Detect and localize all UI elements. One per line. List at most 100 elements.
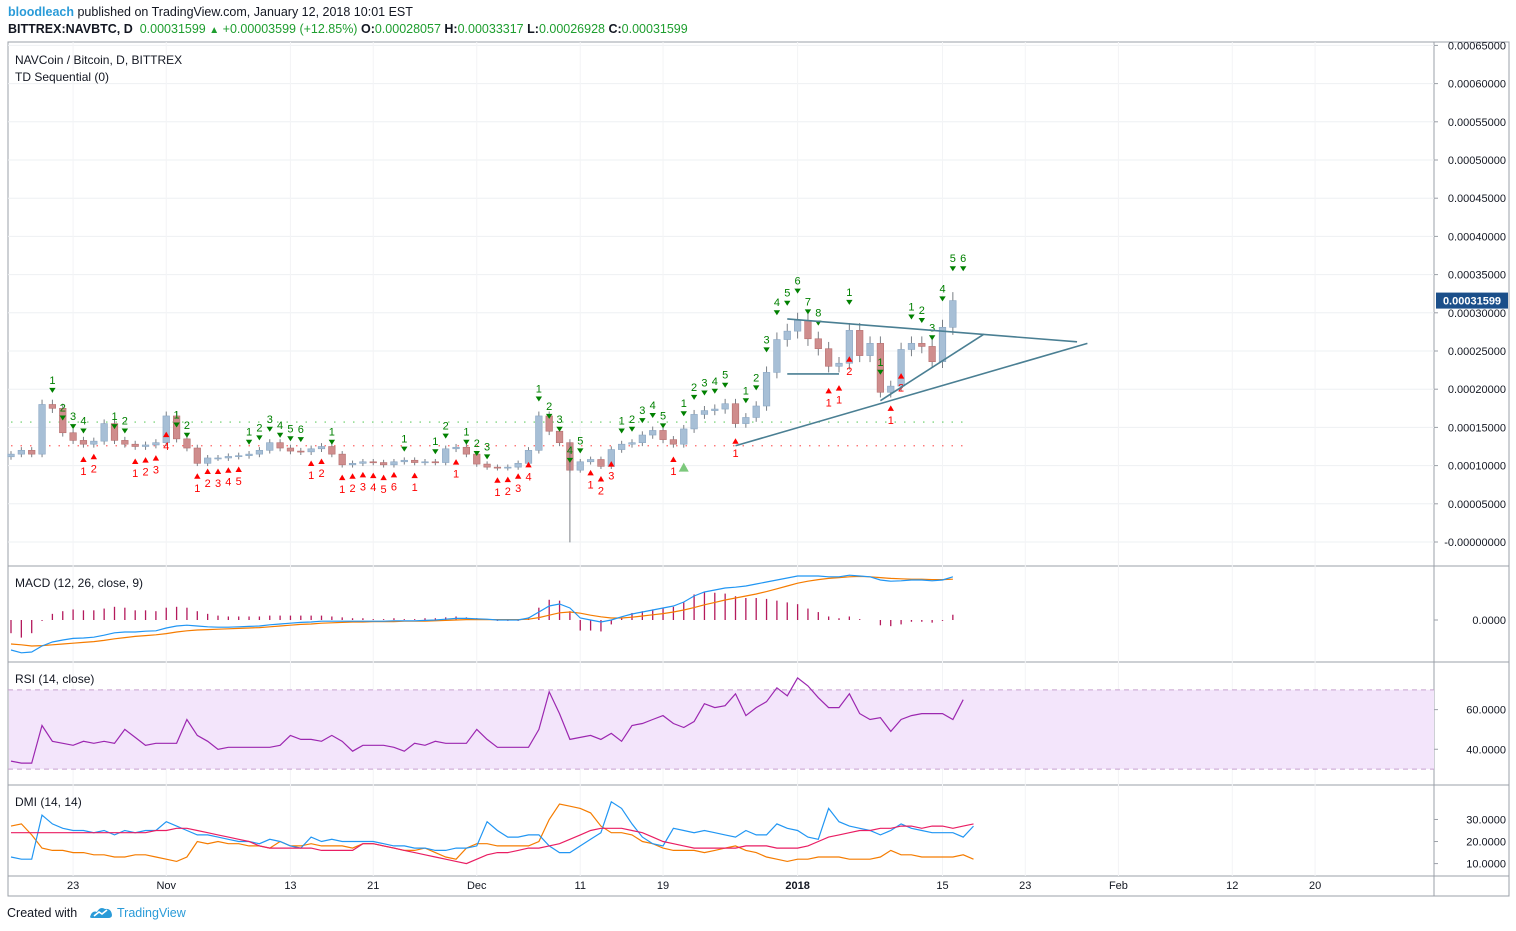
td-setup-count: 2 xyxy=(691,382,697,394)
candle-body-down xyxy=(379,462,388,466)
candle-body-down xyxy=(856,330,864,356)
candle xyxy=(235,452,243,460)
candle xyxy=(390,458,398,468)
candle-body-down xyxy=(110,423,119,441)
candle xyxy=(338,451,346,468)
candle xyxy=(431,458,439,466)
candle xyxy=(752,401,760,422)
candle-body-up xyxy=(421,461,429,464)
candle xyxy=(255,447,264,458)
td-down-arrow-icon xyxy=(794,288,801,294)
chart-area[interactable]: 0.00065000 0.00060000 0.00055000 0.00050000… xyxy=(0,0,1516,898)
td-setup-count: 1 xyxy=(412,482,418,494)
candle xyxy=(317,443,326,453)
candle xyxy=(369,458,377,466)
author-link[interactable]: bloodleach xyxy=(8,5,74,19)
candle-body-down xyxy=(411,459,419,463)
time-tick-label: 21 xyxy=(367,880,379,892)
footer: Created with TradingView xyxy=(0,898,1516,931)
candle xyxy=(649,426,657,439)
candle xyxy=(214,455,222,461)
candle xyxy=(793,312,802,339)
td-up-arrow-icon xyxy=(194,473,201,479)
td-sequential-title: TD Sequential (0) xyxy=(15,70,109,84)
td-down-arrow-icon xyxy=(432,449,439,455)
candle-body-up xyxy=(690,414,698,430)
candle-body-up xyxy=(7,453,15,458)
td-up-arrow-icon xyxy=(608,461,615,467)
td-down-arrow-icon xyxy=(649,412,656,418)
candle-body-down xyxy=(79,440,88,445)
candle xyxy=(379,459,388,468)
td-down-arrow-icon xyxy=(763,347,770,353)
price-tick-label: 0.00005000 xyxy=(1448,499,1506,511)
td-down-arrow-icon xyxy=(721,382,729,388)
candle-body-down xyxy=(731,403,740,424)
td-down-arrow-icon xyxy=(773,310,781,316)
macd-line xyxy=(10,574,954,654)
candle-body-up xyxy=(949,300,957,328)
candle-body-up xyxy=(442,448,450,463)
last-price: 0.00031599 xyxy=(139,22,206,36)
td-down-arrow-icon xyxy=(577,448,584,454)
candle xyxy=(276,439,284,452)
candle-body-down xyxy=(555,430,564,443)
candle-body-up xyxy=(887,385,895,393)
tradingview-link[interactable]: TradingView xyxy=(117,906,186,920)
td-setup-count: 2 xyxy=(205,478,211,490)
time-tick-label: 15 xyxy=(936,880,948,892)
td-setup-count: 4 xyxy=(774,297,780,309)
adx-line xyxy=(11,823,974,865)
price-tick-label: 0.00050000 xyxy=(1448,155,1506,167)
candle-body-down xyxy=(369,461,377,464)
td-setup-count: 5 xyxy=(950,253,956,265)
td-down-arrow-icon xyxy=(804,309,812,315)
td-down-arrow-icon xyxy=(949,266,957,272)
td-down-arrow-icon xyxy=(928,335,936,341)
td-down-arrow-icon xyxy=(121,428,129,434)
candle xyxy=(79,436,88,448)
candle xyxy=(514,460,522,470)
td-setup-count: 1 xyxy=(49,375,55,387)
td-setup-count: 2 xyxy=(898,383,904,395)
pane-tick-label: 0.0000 xyxy=(1472,615,1506,627)
td-setup-count: 2 xyxy=(629,414,635,426)
candle xyxy=(442,445,450,466)
candle-body-up xyxy=(245,453,253,456)
candle xyxy=(266,439,274,454)
td-setup-count: 1 xyxy=(826,397,832,409)
time-tick-label: Dec xyxy=(467,880,487,892)
td-setup-count: 3 xyxy=(763,334,769,346)
candle-body-up xyxy=(90,440,98,445)
candle xyxy=(949,292,957,335)
td-setup-count: 1 xyxy=(619,415,625,427)
candle xyxy=(721,398,729,414)
candle xyxy=(110,419,119,444)
tradingview-logo-icon xyxy=(90,908,112,918)
candle-body-up xyxy=(845,330,853,364)
candle-body-down xyxy=(597,459,605,467)
candle xyxy=(483,461,491,470)
td-setup-count: 1 xyxy=(453,469,459,481)
price-tick-label: 0.00055000 xyxy=(1448,117,1506,129)
td-setup-count: 3 xyxy=(153,465,159,477)
td-setup-count: 1 xyxy=(877,357,883,369)
td-setup-count: 4 xyxy=(163,441,169,453)
td-down-arrow-icon xyxy=(49,387,56,393)
td-setup-count: 1 xyxy=(463,427,469,439)
candle xyxy=(659,426,667,444)
candle-body-up xyxy=(266,442,274,451)
candle xyxy=(876,336,884,398)
td-setup-count: 4 xyxy=(277,420,283,432)
td-up-arrow-icon xyxy=(897,373,905,379)
td-up-arrow-icon xyxy=(825,387,832,394)
td-up-arrow-icon xyxy=(163,431,170,438)
td-down-arrow-icon xyxy=(618,428,625,434)
candle xyxy=(348,460,357,468)
candle xyxy=(411,457,419,466)
price-tick-label: 0.00035000 xyxy=(1448,270,1506,282)
candle-body-up xyxy=(514,463,522,468)
macd-signal-line xyxy=(10,575,953,647)
time-tick-label: 19 xyxy=(657,880,669,892)
macd-histogram xyxy=(10,591,954,638)
